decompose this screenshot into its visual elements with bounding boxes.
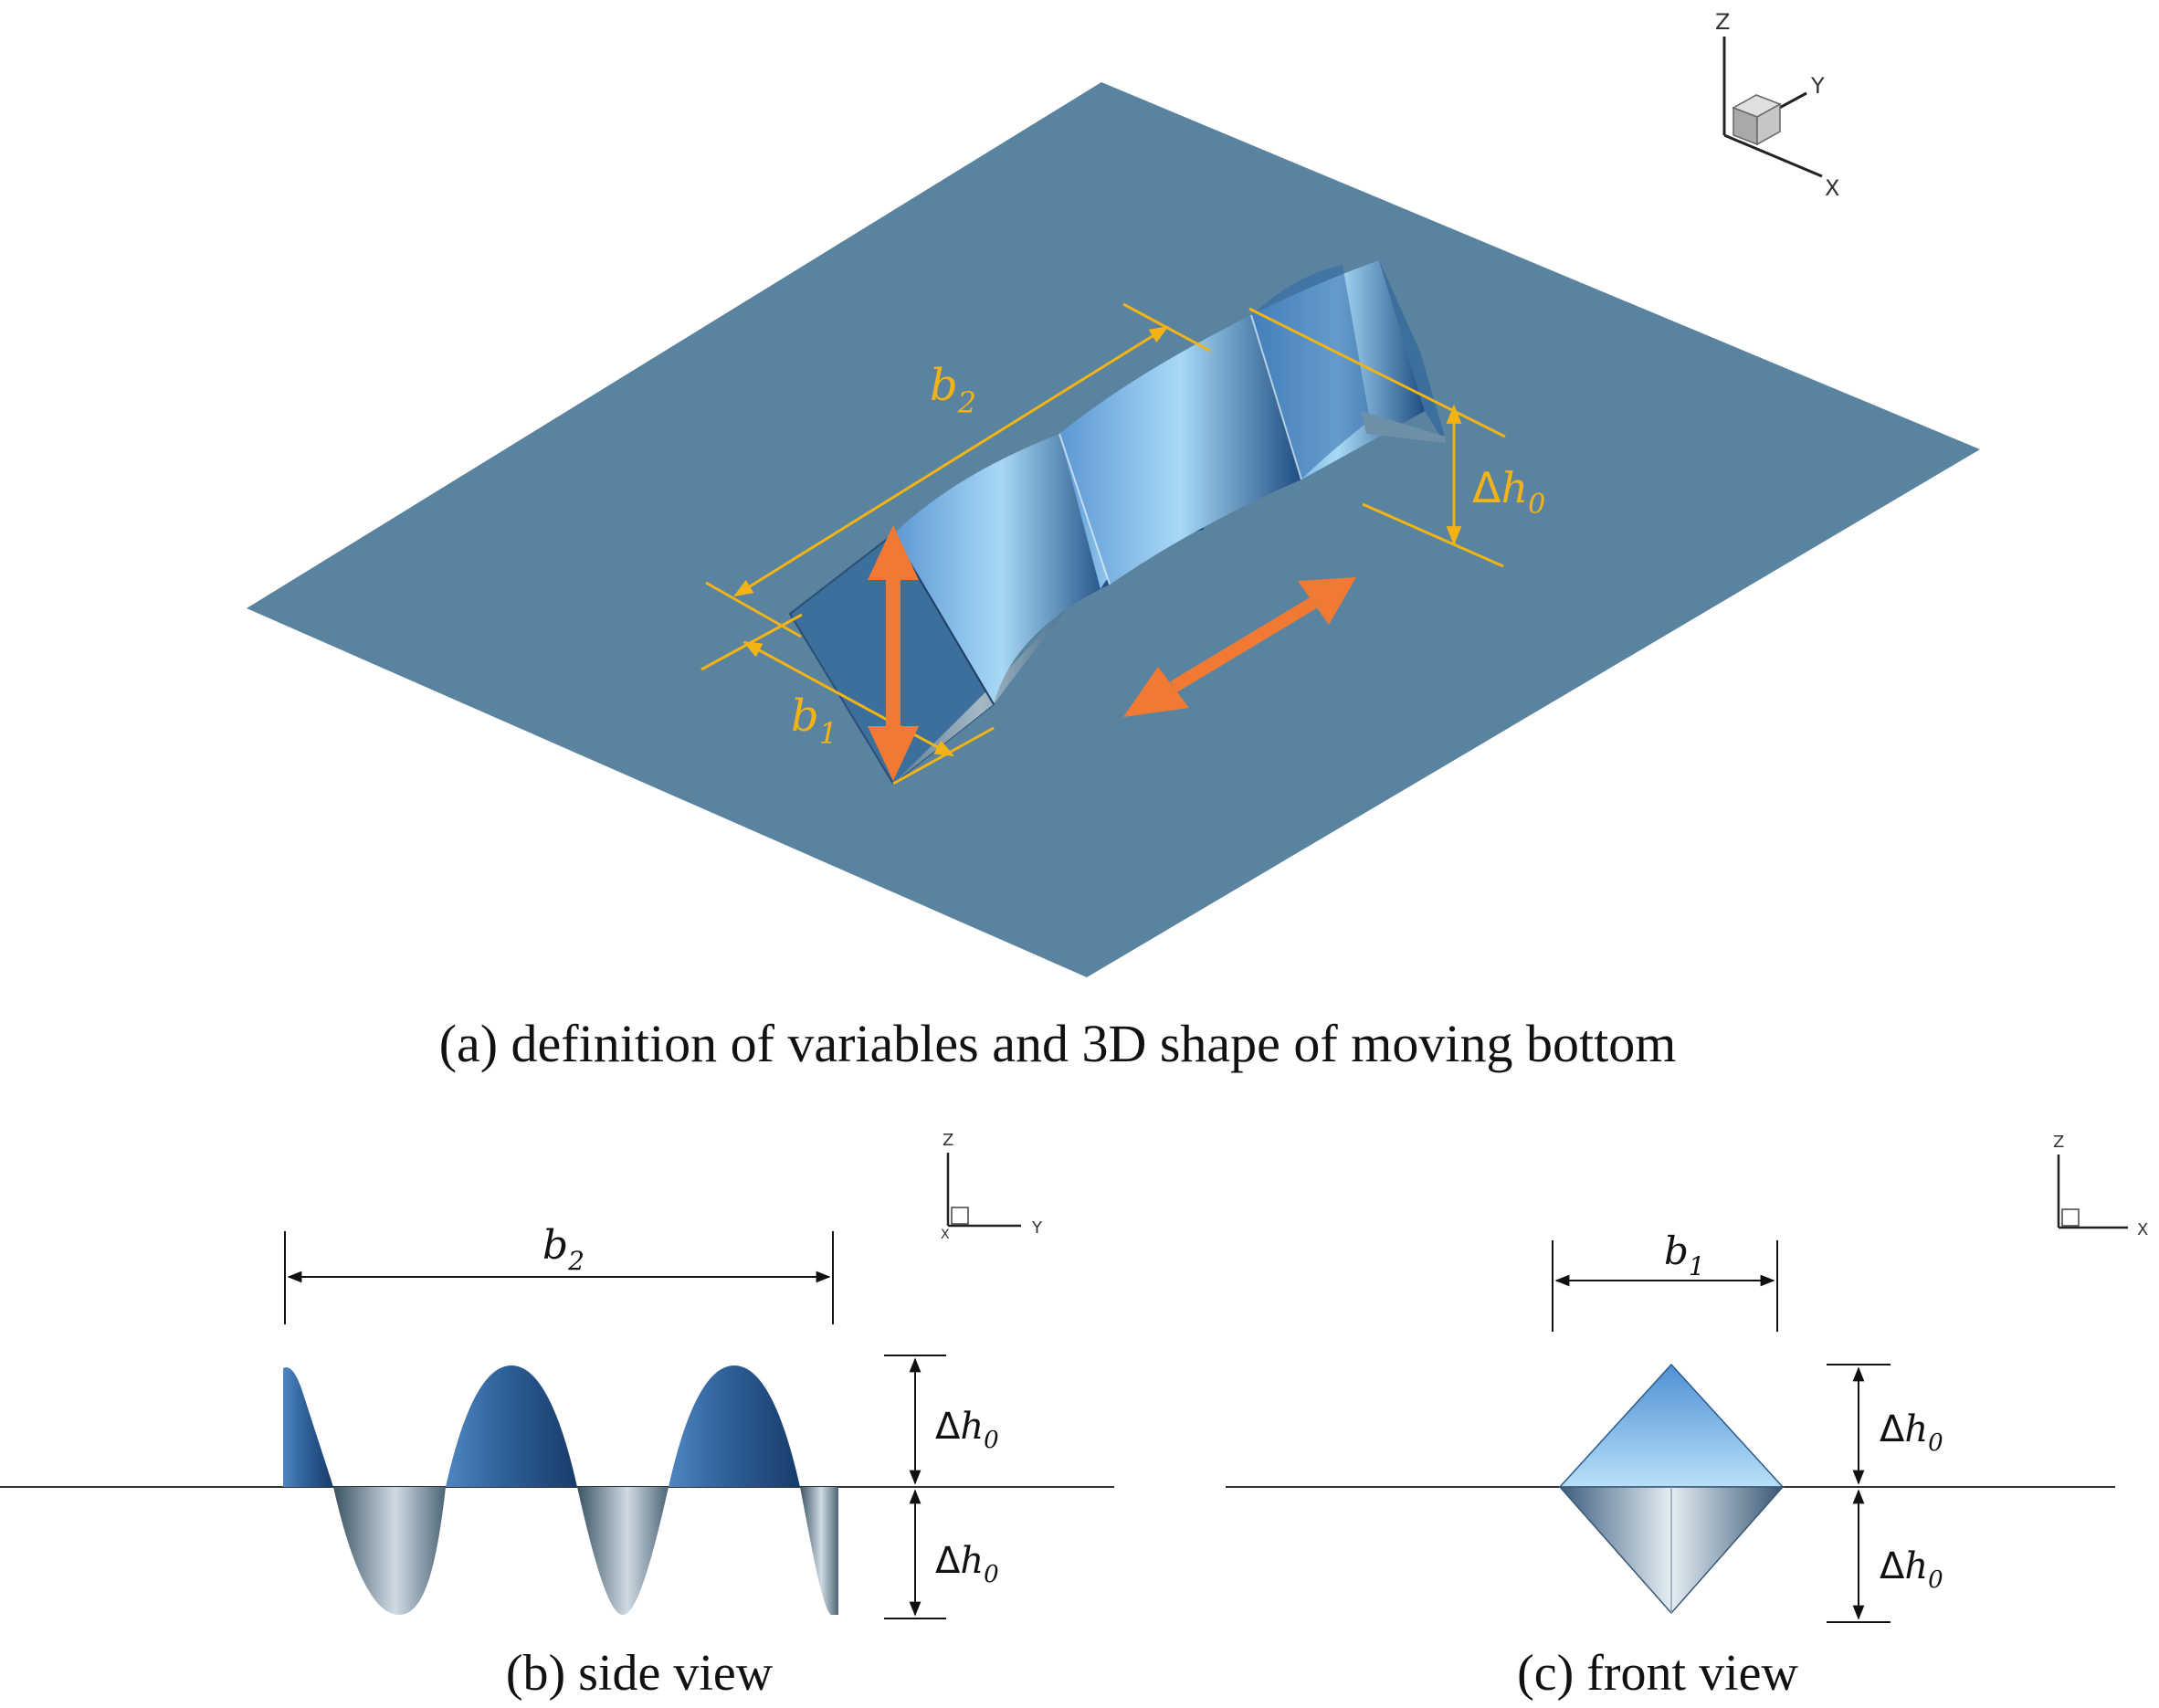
vertical-motion-arrow (868, 525, 919, 781)
caption-a: (a) definition of variables and 3D shape… (439, 1014, 1677, 1073)
panel-c: b1 Δh0 Δh0 Z X (c) front view (1226, 1133, 2148, 1702)
axis-triad-a: Z Y X (1715, 9, 1839, 201)
axis-z-label-c: Z (2053, 1133, 2064, 1152)
b1-dimension-c (1552, 1240, 1778, 1332)
side-view-profile (283, 1365, 838, 1615)
axis-x-label-b: X (941, 1228, 950, 1242)
axis-triad-b: Z Y X (941, 1131, 1043, 1242)
dh0-lower-label-b: Δh0 (935, 1540, 999, 1588)
dh0-label: Δh0 (1472, 463, 1545, 521)
dh0-upper-label-c: Δh0 (1880, 1408, 1943, 1457)
dh0-dimension-b (884, 1355, 946, 1619)
axis-y-label: Y (1810, 73, 1825, 99)
horizontal-motion-arrow (1123, 577, 1356, 717)
panel-b: b2 Δh0 Δh0 Z Y X (b) side view (0, 1131, 1114, 1702)
b2-label: b2 (930, 360, 976, 420)
caption-b: (b) side view (506, 1645, 774, 1702)
axis-triad-c: Z X (2053, 1133, 2148, 1239)
axis-z-label-b: Z (943, 1131, 953, 1150)
b1-label-c: b1 (1664, 1228, 1705, 1281)
front-view-diamond (1558, 1363, 1785, 1615)
caption-c: (c) front view (1517, 1645, 1798, 1702)
dh0-upper-label-b: Δh0 (935, 1406, 999, 1454)
axis-x-label-c: X (2137, 1220, 2148, 1239)
b2-label-b: b2 (542, 1222, 585, 1276)
panel-a: b2 b1 Δh0 (247, 9, 1980, 1073)
b1-label: b1 (791, 691, 837, 751)
dh0-dimension (1248, 307, 1506, 568)
b2-dimension (705, 302, 1211, 638)
axis-x-label: X (1825, 175, 1839, 201)
axis-y-label-b: Y (1031, 1218, 1043, 1238)
b1-dimension (700, 613, 995, 785)
b2-dimension-b (284, 1231, 834, 1324)
dh0-lower-label-c: Δh0 (1880, 1545, 1943, 1594)
dh0-dimension-c (1827, 1364, 1890, 1623)
axis-z-label: Z (1715, 9, 1730, 35)
